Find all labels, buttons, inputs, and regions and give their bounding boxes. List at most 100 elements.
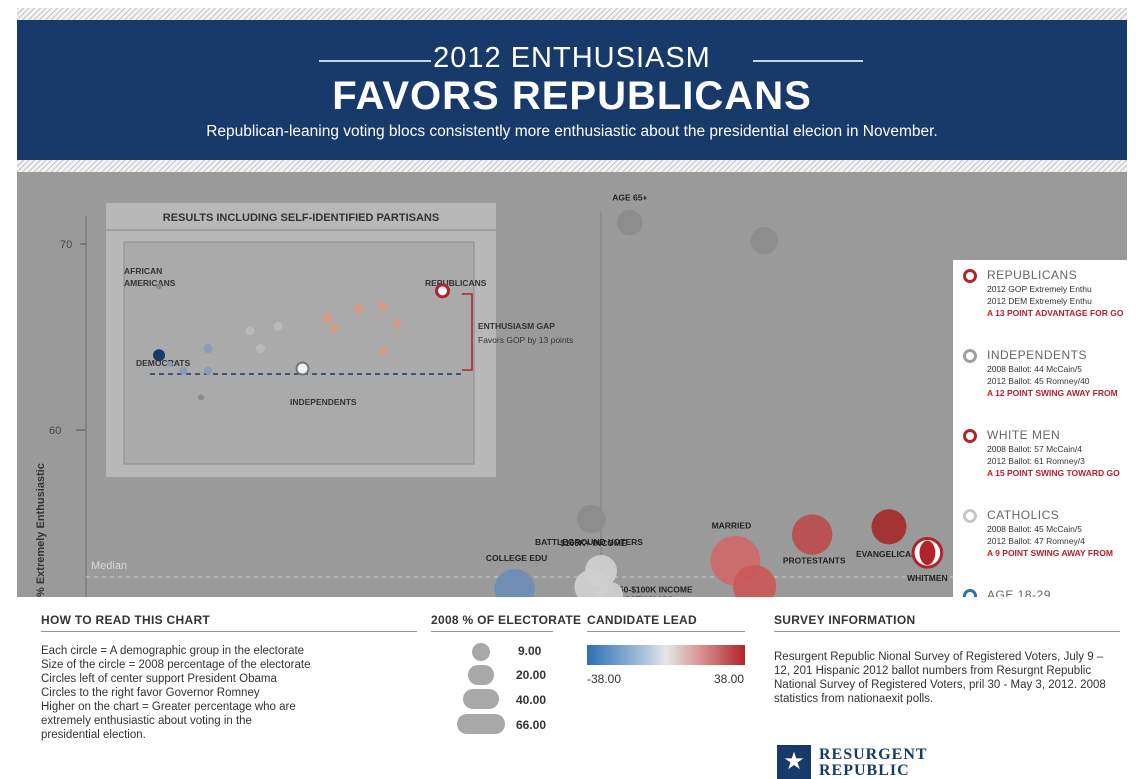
point-evangelicals [871, 509, 907, 545]
header-hatch-bottom [17, 160, 1127, 172]
inset-point-dot-14 [204, 366, 212, 375]
how-to-rule [41, 631, 417, 632]
how-to-line: presidential election. [41, 729, 146, 741]
legend-panel: REPUBLICANS 2012 GOP Extremely Enthu 2012 … [953, 260, 1127, 597]
legend-highlight: A 9 POINT SWING AWAY FROM [987, 548, 1113, 558]
how-to-line: extremely enthusiastic about voting in t… [41, 715, 252, 727]
inset-point-dot-5 [353, 303, 364, 314]
lead-min: -38.00 [587, 672, 622, 686]
inset-point-dot-17 [198, 394, 204, 401]
title-rule-left [319, 60, 431, 62]
legend-highlight: A 13 POINT ADVANTAGE FOR GO [987, 308, 1124, 318]
legend-item-age-18-29: AGE 18-29 [963, 588, 1127, 597]
point-college-edu [494, 568, 535, 597]
how-to-line: Circles left of center support President… [41, 673, 277, 685]
info-section: HOW TO READ THIS CHART Each circle = A d… [17, 597, 1127, 779]
y-tick-60: 60 [49, 425, 61, 437]
label-catholics: CATHOLICS [624, 594, 673, 597]
how-to-line: Each circle = A demographic group in the… [41, 645, 305, 657]
main-chart: RESULTS INCLUDING SELF-IDENTIFIED PARTIS… [35, 193, 953, 597]
legend-dot [963, 349, 977, 363]
lead-rule [587, 631, 745, 632]
inset-point-dot-12 [256, 344, 265, 354]
how-to-line: Higher on the chart = Greater percentage… [41, 701, 296, 713]
y-axis-label: % Extremely Enthusiastic [35, 463, 47, 597]
point-men [733, 565, 777, 597]
electorate-rule [431, 631, 553, 632]
title-rule-right [753, 60, 863, 62]
label-evangelicals: EVANGELICALS [856, 549, 922, 559]
label-married: MARRIED [712, 521, 752, 531]
survey-rule [774, 631, 1120, 632]
how-to-title: HOW TO READ THIS CHART [41, 613, 211, 627]
legend-head: CATHOLICS [963, 508, 1127, 524]
legend-item-republicans: REPUBLICANS 2012 GOP Extremely Enthu 2012 … [963, 268, 1127, 320]
legend-item-independents: INDEPENDENTS 2008 Ballot: 44 McCain/5 2012… [963, 348, 1127, 400]
legend-detail: 2008 Ballot: 57 McCain/4 [987, 444, 1082, 454]
electorate-title: 2008 % OF ELECTORATE [431, 613, 582, 627]
size-value-66: 66.00 [516, 718, 547, 732]
legend-head: INDEPENDENTS [963, 348, 1127, 364]
how-to-line: Size of the circle = 2008 percentage of … [41, 659, 311, 671]
legend-head-text: AGE 18-29 [987, 588, 1051, 597]
point-whitmen-inner [919, 540, 936, 565]
legend-detail: 2008 Ballot: 45 McCain/5 [987, 524, 1082, 534]
inset-point-dot-8 [378, 346, 388, 356]
label-protestants: PROTESTANTS [783, 556, 846, 566]
label-battleground-voters: BATTLEGROUND VOTERS [535, 537, 643, 547]
legend-head-text: WHITE MEN [987, 428, 1061, 442]
legend-detail: 2012 Ballot: 61 Romney/3 [987, 456, 1085, 466]
median-label: Median [91, 560, 127, 572]
legend-highlight: A 15 POINT SWING TOWARD GO [987, 468, 1120, 478]
inset-point-dot-11 [245, 326, 255, 336]
inset-point-dot-16 [166, 361, 173, 368]
inset-plot [123, 241, 475, 465]
point-catholics [598, 582, 623, 597]
inset-point-dot-13 [203, 344, 213, 354]
inset-gap-text: Favors GOP by 13 points [478, 335, 573, 345]
legend-item-catholics: CATHOLICS 2008 Ballot: 45 McCain/5 2012 Ba… [963, 508, 1127, 560]
label-college-edu: COLLEGE EDU [486, 553, 547, 563]
header-hatch-top [17, 8, 1127, 20]
inset-point-dot-6 [378, 301, 388, 311]
inset-label-democrats: DEMOCRATS [136, 358, 190, 368]
inset-point-african-americans [156, 283, 162, 290]
label-whitmen: WHITMEN [907, 573, 948, 583]
header-banner: 2012 ENTHUSIASM FAVORS REPUBLICANS Repub… [17, 20, 1127, 160]
inset-point-dot-9 [329, 324, 339, 334]
point-age-65 [617, 209, 643, 236]
inset-point-dot-15 [179, 366, 188, 375]
size-sample-20 [468, 665, 494, 685]
inset-point-dot-10 [273, 321, 283, 331]
inset-label-african-americans: AFRICAN [124, 266, 162, 276]
how-to-line: Circles to the right favor Governor Romn… [41, 687, 260, 699]
label-50-100k-income: $50-$100K INCOME [614, 585, 693, 595]
size-value-9: 9.00 [518, 644, 542, 658]
legend-head: REPUBLICANS [963, 268, 1127, 284]
survey-text: Resurgent Republic Nional Survey of Regi… [774, 651, 1106, 705]
legend-dot [963, 509, 977, 523]
legend-head: AGE 18-29 [963, 588, 1127, 597]
point-protestants [791, 514, 833, 555]
subtitle: Republican-leaning voting blocs consiste… [206, 123, 938, 140]
legend-highlight: A 12 POINT SWING AWAY FROM [987, 388, 1118, 398]
how-to-text: Each circle = A demographic group in the… [41, 644, 431, 742]
inset-label-independents: INDEPENDENTS [290, 397, 357, 407]
lead-max: 38.00 [714, 672, 745, 686]
logo-line-1: RESURGENT [819, 746, 928, 763]
legend-head-text: REPUBLICANS [987, 268, 1078, 282]
inset-point-republicans [435, 283, 450, 299]
legend-head-text: INDEPENDENTS [987, 348, 1088, 362]
legend-detail: 2008 Ballot: 44 McCain/5 [987, 364, 1082, 374]
label-100k-income: $100K+ INCOME [560, 538, 627, 548]
title-line-1: 2012 ENTHUSIASM [433, 42, 711, 74]
legend-detail: 2012 Ballot: 45 Romney/40 [987, 376, 1090, 386]
size-sample-40 [463, 689, 499, 709]
inset-point-independents [295, 361, 310, 376]
title-line-2: FAVORS REPUBLICANS [332, 74, 812, 118]
legend-dot [963, 429, 977, 443]
star-icon: ★ [777, 745, 811, 779]
lead-title: CANDIDATE LEAD [587, 613, 697, 627]
legend-head: WHITE MEN [963, 428, 1127, 444]
logo-line-2: REPUBLIC [819, 762, 910, 779]
